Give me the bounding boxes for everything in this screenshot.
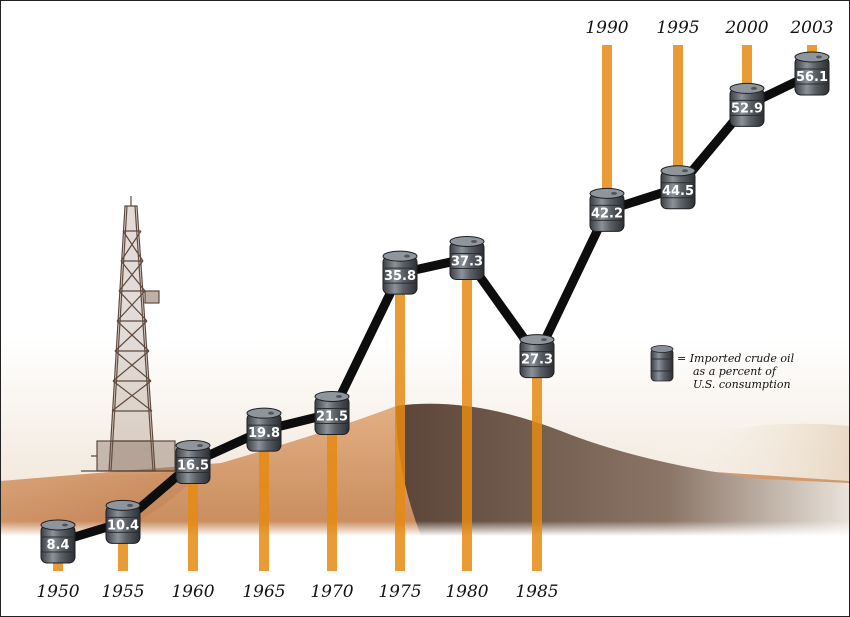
data-value-label: 21.5: [316, 409, 348, 424]
legend: = Imported crude oil as a percent of U.S…: [650, 345, 795, 391]
data-value-label: 27.3: [521, 353, 553, 368]
data-point-barrel: 21.5: [314, 390, 350, 435]
legend-barrel-icon: [650, 345, 674, 382]
data-point-barrel: 8.4: [40, 519, 76, 564]
data-value-label: 37.3: [451, 254, 483, 269]
year-label: 1985: [515, 582, 558, 602]
data-point-barrel: 16.5: [175, 440, 211, 485]
year-label: 1965: [242, 582, 285, 602]
year-stem: [395, 273, 405, 571]
year-label: 1975: [378, 582, 421, 602]
year-label: 1970: [310, 582, 353, 602]
legend-line-3: U.S. consumption: [693, 378, 791, 391]
data-point-barrel: 56.1: [794, 51, 830, 96]
data-point-barrel: 37.3: [449, 235, 485, 280]
year-stem: [602, 45, 612, 211]
year-stem: [462, 258, 472, 571]
year-stem: [259, 430, 269, 571]
data-value-label: 44.5: [662, 184, 694, 199]
year-label: 2000: [724, 18, 768, 38]
data-value-label: 56.1: [796, 70, 828, 85]
year-label: 2003: [789, 18, 833, 38]
year-label: 1980: [445, 582, 488, 602]
data-value-label: 35.8: [384, 269, 416, 284]
year-label: 1995: [656, 18, 699, 38]
data-value-label: 10.4: [107, 518, 139, 533]
data-value-label: 16.5: [177, 459, 209, 474]
data-point-barrel: 44.5: [660, 165, 696, 210]
year-stem: [532, 356, 542, 571]
data-point-barrel: 19.8: [246, 407, 282, 452]
data-value-label: 19.8: [248, 426, 280, 441]
data-point-barrel: 42.2: [589, 187, 625, 232]
data-value-label: 42.2: [591, 206, 623, 221]
oil-rig-illustration: [81, 196, 183, 472]
year-label: 1990: [585, 18, 628, 38]
year-stem: [188, 462, 198, 571]
data-point-barrel: 35.8: [382, 250, 418, 295]
data-point-barrel: 27.3: [519, 334, 555, 379]
year-label: 1960: [171, 582, 214, 602]
year-stem: [327, 413, 337, 571]
year-labels: 1950 1955 1960 1965 1970 1975 1980 1985 1990 1995…: [36, 18, 833, 602]
year-label: 1955: [101, 582, 144, 602]
year-stem: [742, 45, 752, 106]
data-point-barrel: 10.4: [105, 499, 141, 544]
data-value-label: 52.9: [731, 101, 763, 116]
year-stem: [673, 45, 683, 188]
data-barrels: 8.4 10.4 16.5 19.8 21.5 35.8 37.3 27.3 42.2 44.5 5…: [40, 51, 830, 564]
data-value-label: 8.4: [46, 538, 69, 553]
legend-line-1: = Imported crude oil: [677, 352, 795, 365]
legend-line-2: as a percent of: [693, 365, 778, 378]
data-point-barrel: 52.9: [729, 82, 765, 127]
year-stem: [118, 522, 128, 571]
year-label: 1950: [36, 582, 79, 602]
